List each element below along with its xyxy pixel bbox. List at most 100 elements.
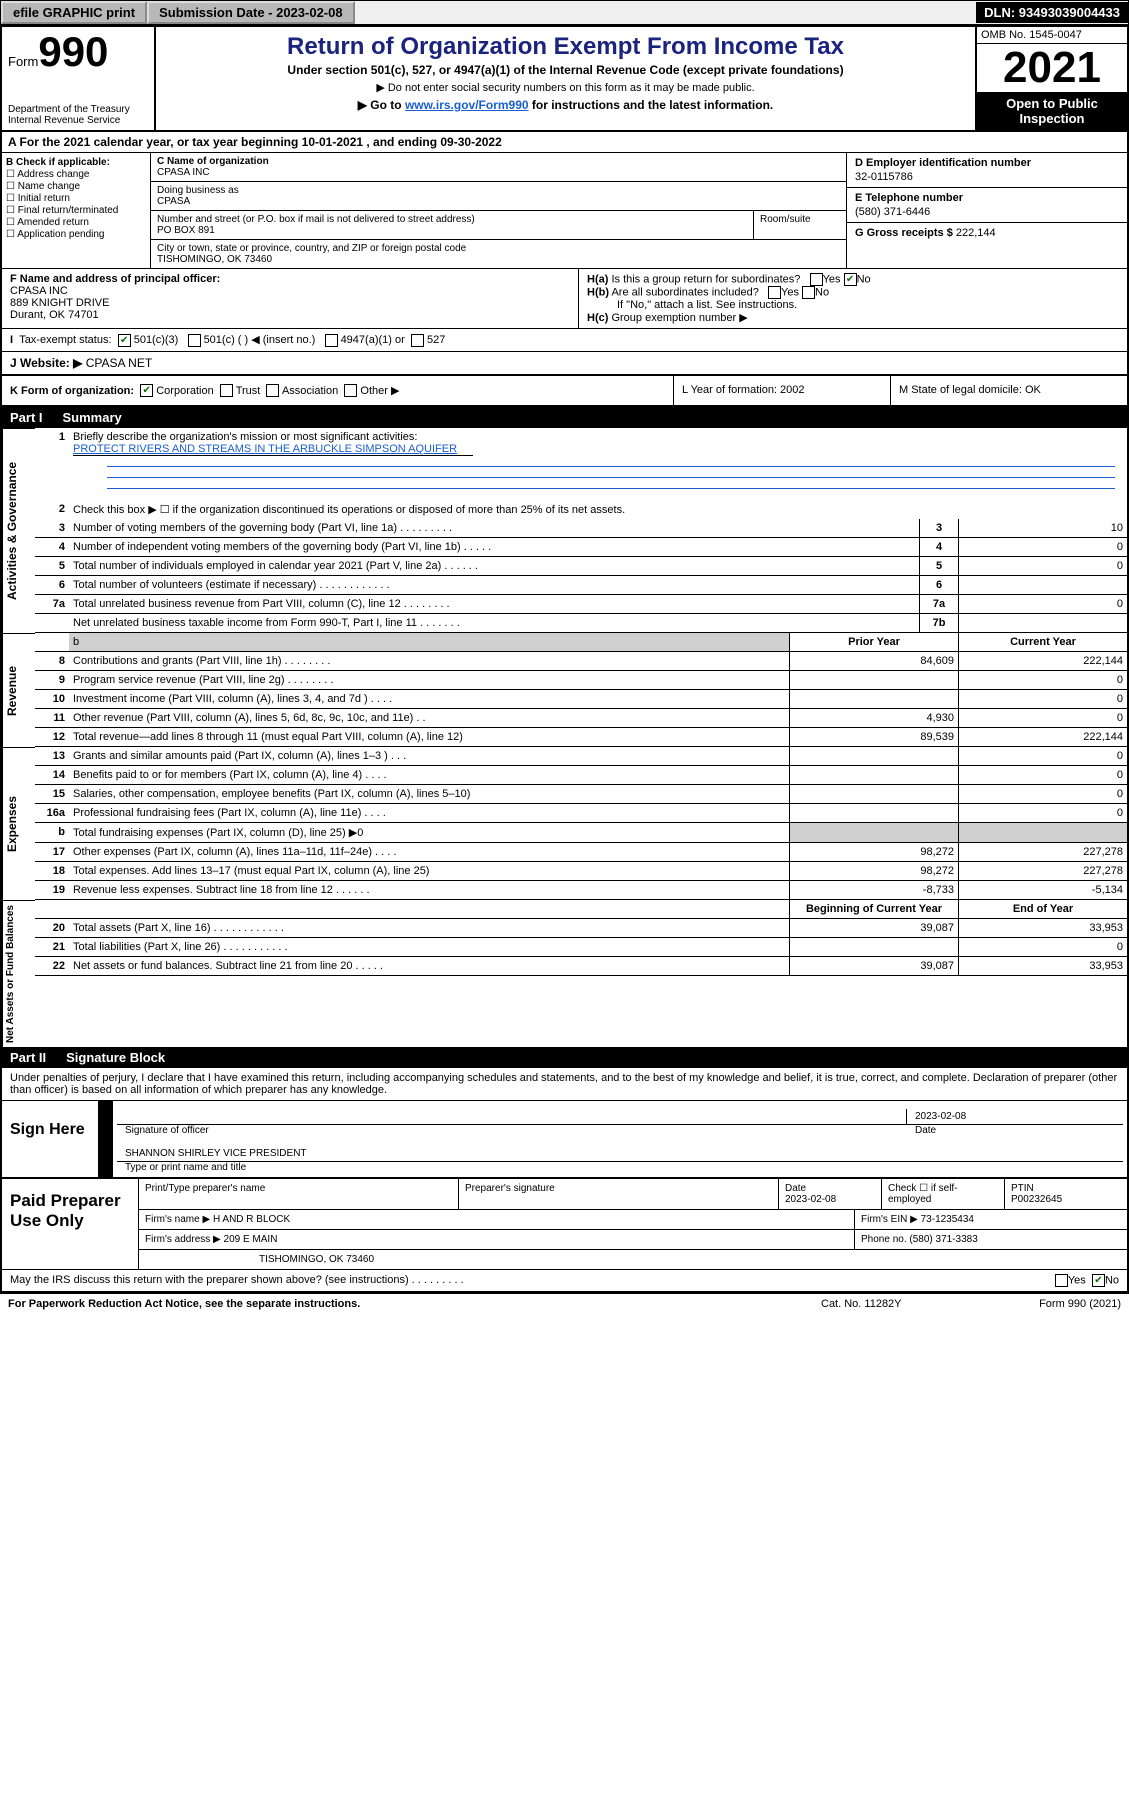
cb-amended-return[interactable]: ☐ Amended return — [6, 217, 146, 228]
row-10: 10Investment income (Part VIII, column (… — [35, 690, 1127, 709]
row-22: 22Net assets or fund balances. Subtract … — [35, 957, 1127, 976]
paperwork-notice: For Paperwork Reduction Act Notice, see … — [8, 1298, 821, 1310]
cb-name-change[interactable]: ☐ Name change — [6, 181, 146, 192]
summary-line-7b: Net unrelated business taxable income fr… — [35, 614, 1127, 633]
dba-label: Doing business as — [157, 185, 840, 196]
self-employed-check[interactable]: Check ☐ if self-employed — [882, 1179, 1005, 1209]
room-suite-label: Room/suite — [754, 211, 846, 239]
page-footer: For Paperwork Reduction Act Notice, see … — [0, 1293, 1129, 1314]
firm-phone-label: Phone no. — [861, 1234, 907, 1245]
form-990-number: 990 — [38, 28, 108, 75]
cb-address-change[interactable]: ☐ Address change — [6, 169, 146, 180]
officer-label: F Name and address of principal officer: — [10, 273, 570, 285]
tax-exempt-label: Tax-exempt status: — [19, 334, 111, 346]
discuss-no[interactable] — [1092, 1274, 1105, 1287]
section-b-through-g: B Check if applicable: ☐ Address change … — [2, 153, 1127, 269]
cb-trust[interactable] — [220, 384, 233, 397]
row-20: 20Total assets (Part X, line 16) . . . .… — [35, 919, 1127, 938]
cb-501c[interactable] — [188, 334, 201, 347]
firm-addr: 209 E MAIN — [224, 1234, 278, 1245]
col-b-title: B Check if applicable: — [6, 157, 146, 168]
preparer-row-4: TISHOMINGO, OK 73460 — [139, 1250, 1127, 1269]
discuss-yes[interactable] — [1055, 1274, 1068, 1287]
form-990-frame: Form990 Department of the Treasury Inter… — [0, 25, 1129, 1293]
line-1: 1 Briefly describe the organization's mi… — [35, 428, 1127, 500]
street-row: Number and street (or P.O. box if mail i… — [151, 211, 846, 240]
form-header: Form990 Department of the Treasury Inter… — [2, 27, 1127, 132]
sign-arrow-icon — [99, 1101, 113, 1177]
ptin-label: PTIN — [1011, 1183, 1034, 1194]
column-b-checkboxes: B Check if applicable: ☐ Address change … — [2, 153, 151, 268]
row-k-l-m: K Form of organization: Corporation Trus… — [2, 376, 1127, 408]
ha-yes[interactable] — [810, 273, 823, 286]
dba-value: CPASA — [157, 196, 840, 207]
officer-printed-name: SHANNON SHIRLEY VICE PRESIDENT — [117, 1146, 1123, 1161]
side-expenses: Expenses — [2, 747, 35, 900]
ein-label: D Employer identification number — [855, 157, 1119, 169]
row-12: 12Total revenue—add lines 8 through 11 (… — [35, 728, 1127, 747]
cb-corporation[interactable] — [140, 384, 153, 397]
cat-no: Cat. No. 11282Y — [821, 1298, 971, 1310]
row-17: 17Other expenses (Part IX, column (A), l… — [35, 843, 1127, 862]
part-1-title: Summary — [63, 410, 122, 425]
dln-label: DLN: 93493039004433 — [976, 2, 1128, 23]
officer-addr2: Durant, OK 74701 — [10, 309, 570, 321]
ein-value: 32-0115786 — [855, 171, 1119, 183]
row-15: 15Salaries, other compensation, employee… — [35, 785, 1127, 804]
cb-final-return[interactable]: ☐ Final return/terminated — [6, 205, 146, 216]
ha-no[interactable] — [844, 273, 857, 286]
org-name: CPASA INC — [157, 167, 840, 178]
th-prior-year: Prior Year — [789, 633, 958, 651]
form-subtitle: Under section 501(c), 527, or 4947(a)(1)… — [166, 63, 965, 77]
paid-preparer-label: Paid Preparer Use Only — [2, 1179, 139, 1269]
cb-501c3[interactable] — [118, 334, 131, 347]
ha-text: Is this a group return for subordinates? — [611, 273, 800, 285]
part-2-bar: Part II Signature Block — [2, 1047, 1127, 1068]
firm-addr2: TISHOMINGO, OK 73460 — [139, 1250, 1127, 1269]
summary-line-5: 5Total number of individuals employed in… — [35, 557, 1127, 576]
discuss-row: May the IRS discuss this return with the… — [2, 1269, 1127, 1291]
row-j: J Website: ▶ CPASA NET — [2, 352, 1127, 376]
ssn-note: ▶ Do not enter social security numbers o… — [166, 81, 965, 94]
firm-name: H AND R BLOCK — [213, 1214, 290, 1225]
blank-3 — [107, 478, 1115, 489]
row-16a: 16aProfessional fundraising fees (Part I… — [35, 804, 1127, 823]
cb-4947[interactable] — [325, 334, 338, 347]
goto-line: ▶ Go to www.irs.gov/Form990 for instruct… — [166, 98, 965, 112]
row-11: 11Other revenue (Part VIII, column (A), … — [35, 709, 1127, 728]
city-label: City or town, state or province, country… — [157, 243, 840, 254]
irs-link[interactable]: www.irs.gov/Form990 — [405, 98, 529, 112]
website-label: J Website: ▶ — [10, 356, 82, 370]
ptin-value: P00232645 — [1011, 1194, 1062, 1205]
side-net-assets: Net Assets or Fund Balances — [2, 900, 35, 1047]
cb-association[interactable] — [266, 384, 279, 397]
cb-527[interactable] — [411, 334, 424, 347]
net-assets-section: Net Assets or Fund Balances Beginning of… — [2, 900, 1127, 1047]
phone-cell: E Telephone number (580) 371-6446 — [847, 188, 1127, 223]
firm-ein-label: Firm's EIN ▶ — [861, 1214, 918, 1225]
cb-application-pending[interactable]: ☐ Application pending — [6, 229, 146, 240]
row-b: bTotal fundraising expenses (Part IX, co… — [35, 823, 1127, 843]
preparer-row-2: Firm's name ▶ H AND R BLOCK Firm's EIN ▶… — [139, 1210, 1127, 1230]
gross-value: 222,144 — [956, 227, 996, 239]
row-a-tax-year: A For the 2021 calendar year, or tax yea… — [2, 132, 1127, 153]
header-middle: Return of Organization Exempt From Incom… — [156, 27, 975, 130]
hb-no[interactable] — [802, 286, 815, 299]
officer-name: CPASA INC — [10, 285, 570, 297]
cb-other[interactable] — [344, 384, 357, 397]
summary-line-7a: 7aTotal unrelated business revenue from … — [35, 595, 1127, 614]
efile-button[interactable]: efile GRAPHIC print — [1, 1, 147, 24]
state-domicile: M State of legal domicile: OK — [890, 376, 1127, 406]
submission-date-button[interactable]: Submission Date - 2023-02-08 — [147, 1, 355, 24]
row-13: 13Grants and similar amounts paid (Part … — [35, 747, 1127, 766]
mission-link[interactable]: PROTECT RIVERS AND STREAMS IN THE ARBUCK… — [73, 443, 473, 456]
hb-yes[interactable] — [768, 286, 781, 299]
row-19: 19Revenue less expenses. Subtract line 1… — [35, 881, 1127, 900]
omb-label: OMB No. 1545-0047 — [977, 27, 1127, 44]
row-21: 21Total liabilities (Part X, line 26) . … — [35, 938, 1127, 957]
row-i: I Tax-exempt status: 501(c)(3) 501(c) ( … — [2, 329, 1127, 352]
summary-line-3: 3Number of voting members of the governi… — [35, 519, 1127, 538]
column-c: C Name of organization CPASA INC Doing b… — [151, 153, 846, 268]
penalties-text: Under penalties of perjury, I declare th… — [2, 1068, 1127, 1100]
cb-initial-return[interactable]: ☐ Initial return — [6, 193, 146, 204]
